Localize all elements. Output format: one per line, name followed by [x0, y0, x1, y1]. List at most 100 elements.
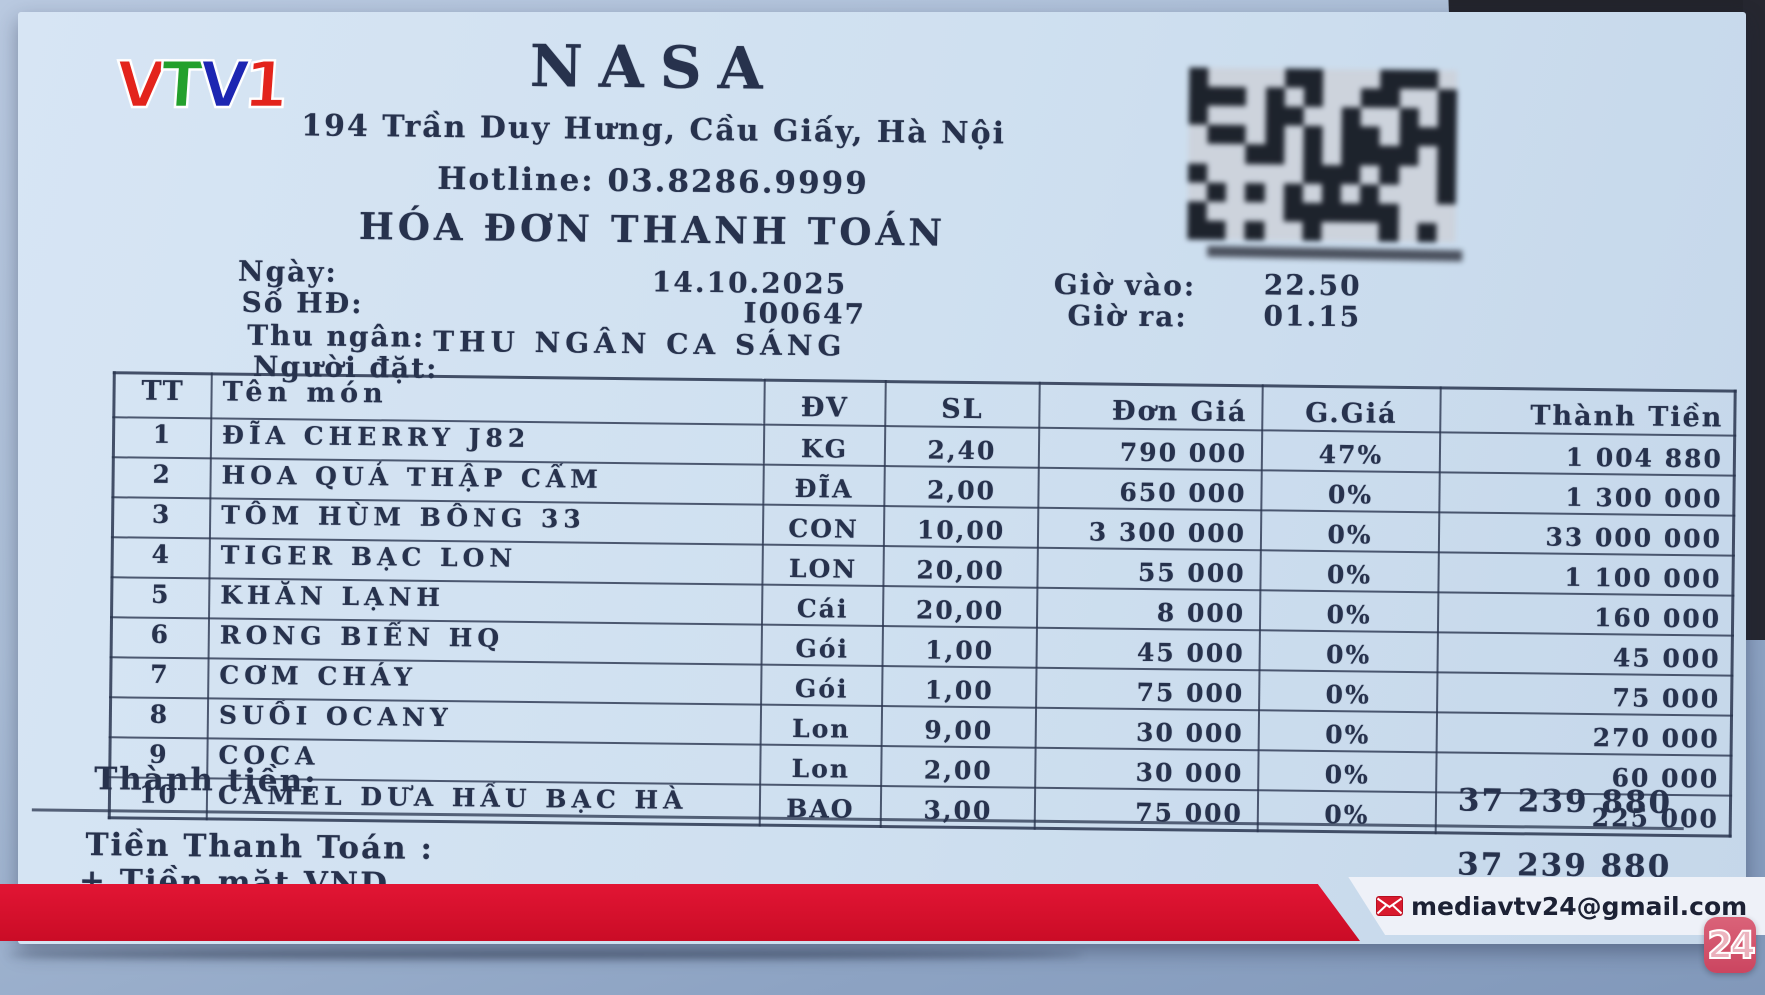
item-cell: 4 — [111, 537, 210, 579]
email-icon — [1376, 896, 1403, 916]
item-cell: 2 — [112, 457, 211, 499]
item-cell: 0% — [1259, 630, 1438, 673]
qr-module — [1341, 164, 1361, 185]
item-cell: 1 100 000 — [1438, 552, 1734, 596]
qr-module — [1322, 164, 1342, 184]
qr-module — [1418, 166, 1437, 185]
qr-module — [1380, 69, 1400, 89]
qr-module — [1284, 106, 1304, 127]
qr-module — [1245, 144, 1266, 164]
qr-module — [1340, 202, 1361, 223]
qr-module — [1188, 144, 1207, 163]
qr-module — [1188, 125, 1207, 144]
column-header: Đơn Giá — [1039, 383, 1263, 431]
qr-module — [1360, 165, 1379, 184]
item-cell: Lon — [760, 744, 882, 787]
qr-shadow-strip — [1207, 245, 1463, 262]
qr-module — [1245, 164, 1264, 183]
qr-module — [1284, 145, 1303, 164]
qr-module — [1265, 87, 1285, 107]
item-cell: 270 000 — [1436, 712, 1732, 756]
item-cell: 20,00 — [882, 586, 1038, 628]
qr-module — [1189, 67, 1209, 87]
background-dark-edge — [1743, 0, 1765, 640]
item-cell: 45 000 — [1437, 632, 1733, 676]
item-cell: 0% — [1260, 510, 1440, 553]
logo-letter-t: T — [157, 48, 203, 124]
date-label: Ngày: — [237, 254, 339, 289]
item-cell: 2,40 — [884, 426, 1040, 468]
qr-module — [1360, 126, 1381, 147]
qr-module — [1244, 220, 1265, 241]
qr-module — [1361, 108, 1380, 127]
qr-module — [1284, 68, 1305, 88]
news-ticker-band — [0, 884, 1360, 941]
qr-module — [1246, 125, 1265, 144]
item-cell: HOA QUẢ THẬP CẨM — [210, 458, 764, 505]
qr-module — [1188, 105, 1209, 125]
qr-module — [1285, 88, 1304, 107]
qr-module — [1399, 127, 1419, 147]
qr-module — [1436, 204, 1455, 223]
time-in-value: 22.50 — [1263, 268, 1362, 303]
qr-module — [1188, 162, 1208, 183]
invoice-label: Số HĐ: — [241, 285, 364, 321]
logo-letter-1: 1 — [240, 48, 287, 124]
qr-module — [1208, 68, 1227, 87]
payment-label: Tiền Thanh Toán : — [85, 826, 435, 867]
column-header: Thành Tiền — [1440, 387, 1736, 436]
item-cell: 1,00 — [882, 626, 1037, 668]
item-cell: SUỐI OCANY — [207, 698, 762, 745]
item-cell: 1 004 880 — [1439, 432, 1735, 476]
column-header: SL — [885, 381, 1040, 428]
qr-module — [1379, 184, 1398, 203]
qr-module — [1303, 87, 1324, 108]
email-strip: mediavtv24@gmail.com — [1348, 877, 1765, 935]
item-cell: 5 — [111, 577, 210, 619]
qr-module — [1379, 146, 1400, 166]
item-cell: 55 000 — [1037, 547, 1261, 591]
qr-module — [1321, 183, 1342, 203]
qr-module — [1341, 222, 1360, 241]
item-cell: 47% — [1261, 430, 1441, 473]
qr-module — [1419, 89, 1438, 108]
store-hotline: Hotline: 03.8286.9999 — [437, 160, 870, 202]
qr-module — [1303, 68, 1324, 89]
column-header: Tên món — [211, 373, 765, 425]
item-cell: ĐĨA — [763, 464, 885, 507]
qr-module — [1208, 86, 1228, 107]
qr-module — [1264, 221, 1283, 240]
qr-module — [1247, 68, 1266, 87]
qr-module — [1418, 127, 1438, 147]
column-header: TT — [113, 372, 212, 419]
items-body: 1 ĐĨA CHERRY J82 KG 2,40 790 000 47% 1 004 880… — [109, 417, 1735, 837]
qr-module — [1264, 183, 1283, 202]
item-cell: 0% — [1261, 470, 1440, 513]
qr-module — [1206, 182, 1227, 202]
qr-module — [1227, 68, 1246, 87]
item-cell: Lon — [760, 704, 883, 747]
paper-shadow — [8, 950, 1083, 959]
qr-module — [1437, 127, 1457, 147]
item-cell: 30 000 — [1035, 747, 1259, 791]
receipt-paper — [18, 12, 1746, 944]
qr-module — [1417, 204, 1436, 223]
qr-module — [1208, 106, 1227, 125]
item-cell: 45 000 — [1036, 627, 1260, 671]
qr-module — [1379, 165, 1399, 185]
cashier-value: THU NGÂN CA SÁNG — [432, 324, 847, 363]
qr-module — [1283, 221, 1302, 240]
badge-label: 24 — [1706, 923, 1756, 968]
item-cell: RONG BIỂN HQ — [208, 618, 762, 665]
qr-module — [1188, 86, 1209, 106]
item-cell: 8 — [110, 697, 209, 739]
qr-module — [1361, 69, 1380, 88]
item-cell: CON — [762, 504, 885, 547]
qr-module — [1399, 89, 1418, 108]
item-cell: 20,00 — [883, 546, 1038, 588]
item-cell: 1,00 — [882, 666, 1037, 708]
item-cell: ĐĨA CHERRY J82 — [210, 418, 765, 465]
time-out-label: Giờ ra: — [1067, 299, 1188, 334]
item-cell: 650 000 — [1038, 467, 1262, 511]
qr-module — [1398, 204, 1417, 223]
